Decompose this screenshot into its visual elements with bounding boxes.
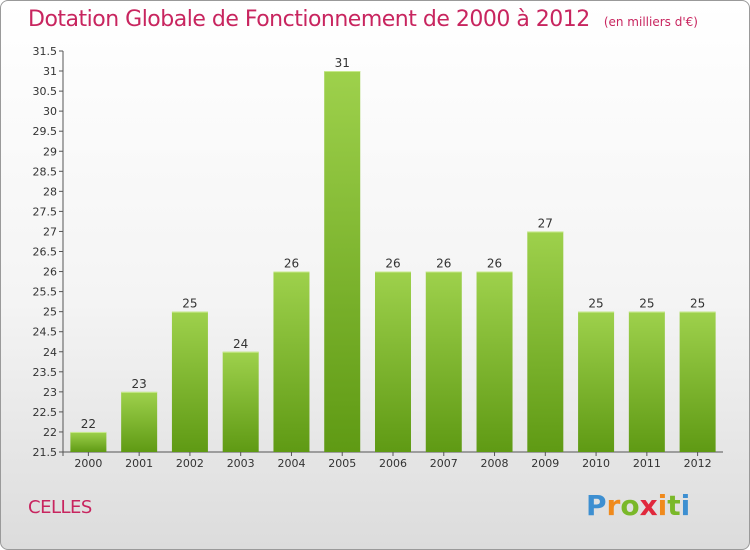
logo-letter: o — [620, 489, 640, 522]
logo-letter: t — [667, 489, 681, 522]
logo-letter: i — [657, 489, 668, 522]
chart-title-text: Dotation Globale de Fonctionnement de 20… — [28, 7, 590, 32]
data-label: 25 — [639, 297, 654, 311]
x-tick-label: 2006 — [379, 457, 407, 470]
y-tick-label: 25.5 — [33, 286, 58, 299]
x-tick-label: 2009 — [531, 457, 559, 470]
y-tick-label: 29 — [43, 145, 57, 158]
data-label: 23 — [132, 377, 147, 391]
y-tick-label: 28.5 — [33, 165, 58, 178]
data-label: 26 — [487, 257, 502, 271]
bar — [273, 271, 310, 452]
logo-letter: x — [639, 489, 658, 522]
y-tick-label: 28 — [43, 185, 57, 198]
y-tick-label: 21.5 — [33, 446, 58, 459]
data-label: 25 — [690, 297, 705, 311]
data-label: 22 — [81, 417, 96, 431]
y-tick-label: 29.5 — [33, 125, 58, 138]
y-tick-label: 22.5 — [33, 406, 58, 419]
bar — [324, 71, 361, 453]
data-label: 26 — [436, 257, 451, 271]
bar — [425, 271, 462, 452]
y-tick-label: 31.5 — [33, 45, 58, 58]
x-tick-label: 2000 — [74, 457, 102, 470]
data-label: 27 — [538, 216, 553, 230]
bar — [121, 391, 158, 452]
x-tick-label: 2007 — [430, 457, 458, 470]
x-tick-label: 2004 — [277, 457, 305, 470]
x-tick-label: 2001 — [125, 457, 153, 470]
data-label: 31 — [335, 56, 350, 70]
x-tick-label: 2012 — [684, 457, 712, 470]
bar — [527, 231, 564, 452]
logo-letter: P — [586, 489, 607, 522]
y-tick-label: 22 — [43, 426, 57, 439]
y-tick-label: 30 — [43, 105, 57, 118]
data-label: 25 — [182, 297, 197, 311]
chart-unit: (en milliers d'€) — [603, 15, 698, 29]
proxiti-logo: Proxiti — [586, 489, 690, 522]
bar — [70, 431, 107, 452]
y-tick-label: 30.5 — [33, 85, 58, 98]
y-tick-label: 23.5 — [33, 366, 58, 379]
y-tick-label: 24.5 — [33, 326, 58, 339]
chart-title: Dotation Globale de Fonctionnement de 20… — [28, 7, 698, 32]
x-tick-label: 2011 — [633, 457, 661, 470]
y-tick-label: 27.5 — [33, 205, 58, 218]
commune-name: CELLES — [28, 497, 92, 518]
data-label: 25 — [588, 297, 603, 311]
y-tick-label: 31 — [43, 65, 57, 78]
logo-letter: r — [606, 489, 621, 522]
y-tick-label: 23 — [43, 386, 57, 399]
bar — [476, 271, 513, 452]
x-tick-label: 2008 — [481, 457, 509, 470]
logo-letter: i — [680, 489, 691, 522]
y-tick-label: 24 — [43, 346, 57, 359]
y-tick-label: 25 — [43, 306, 57, 319]
y-tick-label: 26 — [43, 266, 57, 279]
bar — [171, 311, 208, 452]
data-label: 24 — [233, 337, 248, 351]
bar — [578, 311, 615, 452]
y-tick-label: 26.5 — [33, 246, 58, 259]
x-tick-label: 2002 — [176, 457, 204, 470]
x-tick-label: 2010 — [582, 457, 610, 470]
x-tick-label: 2003 — [227, 457, 255, 470]
bar — [628, 311, 665, 452]
data-label: 26 — [284, 257, 299, 271]
y-tick-label: 27 — [43, 225, 57, 238]
bar — [679, 311, 716, 452]
x-tick-label: 2005 — [328, 457, 356, 470]
bar — [222, 351, 259, 452]
data-label: 26 — [385, 257, 400, 271]
bar — [375, 271, 411, 452]
